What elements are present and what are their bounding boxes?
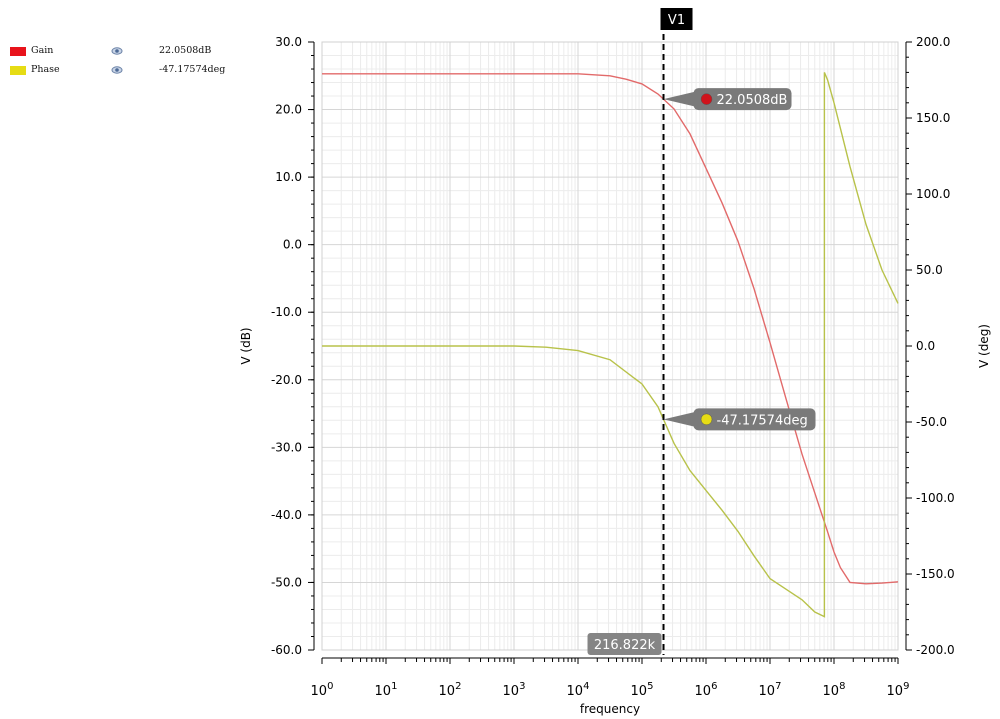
legend-label-phase: Phase [31,64,60,75]
x-axis-label: frequency [580,702,640,716]
marker-pointer [663,411,698,428]
y-tick-label-left: 0.0 [283,238,302,252]
y-tick-label-right: -150.0 [916,567,955,581]
legend-value-phase: -47.17574deg [159,64,226,75]
y-tick-label-left: 20.0 [275,103,302,117]
marker-readout-phase: -47.17574deg [717,413,808,428]
y-tick-label-right: -200.0 [916,643,955,657]
legend-item-gain[interactable]: Gain 22.0508dB [10,44,250,63]
x-tick-label: 106 [695,681,718,699]
series-line-gain [322,73,899,585]
legend-value-gain: 22.0508dB [159,45,212,56]
marker-dot [700,413,713,426]
marker-pointer [663,91,698,108]
x-tick-label: 102 [439,681,462,699]
y-tick-label-left: -50.0 [271,575,302,589]
eye-icon[interactable] [110,45,124,57]
legend-item-phase[interactable]: Phase -47.17574deg [10,63,250,82]
cursor-x-readout: 216.822k [594,638,656,653]
x-tick-label: 100 [311,681,334,699]
y-tick-label-left: -40.0 [271,508,302,522]
x-axis: 100 101 102 103 104 105 106 107 108 109 [311,657,910,699]
x-tick-label: 108 [823,681,846,699]
y-axis-left-label: V (dB) [239,327,253,364]
y-tick-label-left: 10.0 [275,170,302,184]
y-tick-label-left: -10.0 [271,305,302,319]
legend-swatch-phase [10,66,26,75]
y-tick-label-right: 0.0 [916,339,935,353]
y-axis-right: 200.0 150.0 100.0 50.0 0.0 -50.0 -100.0 -150.0 -… [905,35,955,657]
series-layer [322,72,899,618]
cursor-layer[interactable]: V1 216.822k 22.0508dB -47.17574deg [587,8,816,655]
y-tick-label-right: 50.0 [916,263,943,277]
y-tick-label-left: -60.0 [271,643,302,657]
marker-readout-box [693,408,816,431]
y-tick-label-right: 200.0 [916,35,950,49]
legend-label-gain: Gain [31,45,54,56]
cursor-label: V1 [668,13,685,28]
x-tick-label: 104 [567,681,590,699]
marker-readout-box [693,88,792,111]
legend-swatch-gain [10,47,26,56]
y-tick-label-left: -20.0 [271,373,302,387]
y-tick-label-right: 100.0 [916,187,950,201]
y-tick-label-right: -100.0 [916,491,955,505]
eye-icon[interactable] [110,64,124,76]
cursor-x-readout-box [587,633,662,655]
x-tick-label: 109 [887,681,910,699]
y-tick-label-left: -30.0 [271,440,302,454]
marker-readout-gain: 22.0508dB [717,93,788,108]
x-tick-label: 105 [631,681,654,699]
y-axis-left: 30.0 20.0 10.0 0.0 -10.0 -20.0 -30.0 -40.0 -50.0… [271,35,315,657]
x-tick-label: 107 [759,681,782,699]
y-tick-label-right: 150.0 [916,111,950,125]
legend: Gain 22.0508dB Phase -47.17574deg [10,44,250,82]
y-tick-label-left: 30.0 [275,35,302,49]
x-tick-label: 103 [503,681,526,699]
cursor-label-box [660,8,693,30]
y-tick-label-right: -50.0 [916,415,947,429]
x-tick-label: 101 [375,681,398,699]
y-axis-right-label: V (deg) [977,324,991,368]
series-line-phase [322,72,899,618]
marker-dot [700,93,713,105]
